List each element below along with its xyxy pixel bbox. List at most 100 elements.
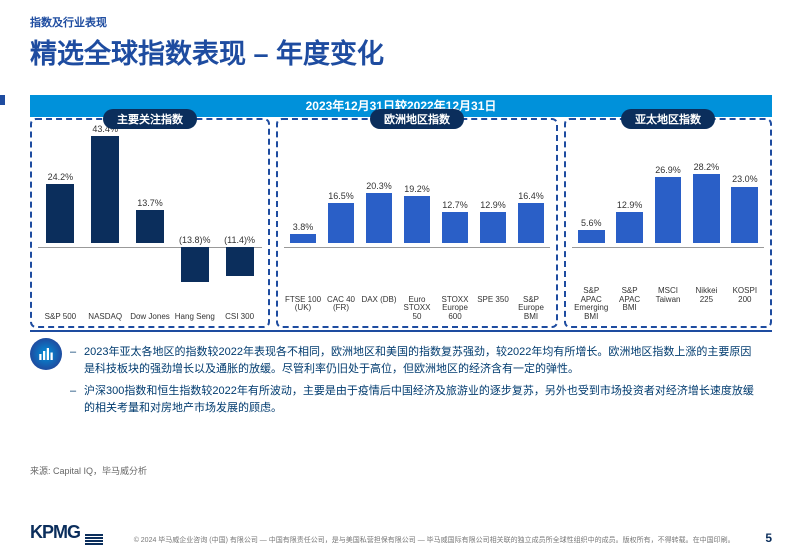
bar — [46, 184, 74, 244]
page-title: 精选全球指数表现 – 年度变化 — [30, 32, 384, 71]
bar-slot: (11.4)% — [217, 136, 262, 288]
bar-chart-icon — [37, 345, 55, 363]
bar-value-label: 5.6% — [581, 218, 602, 228]
bar-value-label: 20.3% — [366, 181, 392, 191]
bar-value-label: 26.9% — [655, 165, 681, 175]
x-axis-label: KOSPI 200 — [726, 287, 764, 322]
bar-value-label: 12.7% — [442, 200, 468, 210]
x-axis-label: STOXX Europe 600 — [436, 296, 474, 322]
bar-slot: 12.7% — [436, 136, 474, 288]
x-axis-labels: FTSE 100 (UK)CAC 40 (FR)DAX (DB)Euro STO… — [284, 296, 550, 322]
bar — [226, 247, 254, 275]
bar — [616, 212, 643, 244]
bar-slot: 12.9% — [474, 136, 512, 288]
bar — [181, 247, 209, 281]
x-axis-label: SPE 350 — [474, 296, 512, 322]
page-number: 5 — [765, 531, 772, 545]
panel-label: 欧洲地区指数 — [370, 109, 464, 129]
chart-panel: 主要关注指数24.2%43.4%13.7%(13.8)%(11.4)%S&P 5… — [30, 118, 270, 328]
commentary-icon — [30, 338, 62, 370]
bar — [731, 187, 758, 244]
bar — [578, 230, 605, 244]
bar-slot: 3.8% — [284, 136, 322, 288]
bar — [290, 234, 317, 243]
chart-row: 主要关注指数24.2%43.4%13.7%(13.8)%(11.4)%S&P 5… — [30, 118, 772, 328]
bar-value-label: 12.9% — [480, 200, 506, 210]
x-axis-label: Nikkei 225 — [687, 287, 725, 322]
chart-panel: 欧洲地区指数3.8%16.5%20.3%19.2%12.7%12.9%16.4%… — [276, 118, 558, 328]
x-axis-label: Hang Seng — [172, 313, 217, 322]
bar-slot: 12.9% — [610, 136, 648, 288]
x-axis-label: S&P APAC BMI — [610, 287, 648, 322]
x-axis-label: DAX (DB) — [360, 296, 398, 322]
chart-panel: 亚太地区指数5.6%12.9%26.9%28.2%23.0%S&P APAC E… — [564, 118, 772, 328]
bar — [366, 193, 393, 243]
section-divider — [30, 330, 772, 332]
x-axis-label: Euro STOXX 50 — [398, 296, 436, 322]
bar-value-label: 3.8% — [293, 222, 314, 232]
bar-value-label: (11.4)% — [224, 235, 255, 245]
bar-value-label: 12.9% — [617, 200, 643, 210]
bullet-dash-icon: – — [70, 344, 84, 377]
x-axis-label: Dow Jones — [128, 313, 173, 322]
bar-slot: 23.0% — [726, 136, 764, 288]
bar-value-label: 16.4% — [518, 191, 544, 201]
panel-label: 主要关注指数 — [103, 109, 197, 129]
left-stripe-decoration — [0, 95, 5, 105]
x-axis-labels: S&P 500NASDAQDow JonesHang SengCSI 300 — [38, 313, 262, 322]
bar-value-label: 28.2% — [694, 162, 720, 172]
bullet-dash-icon: – — [70, 383, 84, 416]
bar-slot: 24.2% — [38, 136, 83, 288]
x-axis-label: S&P APAC Emerging BMI — [572, 287, 610, 322]
commentary-bullets: –2023年亚太各地区的指数较2022年表现各不相同，欧洲地区和美国的指数复苏强… — [70, 344, 762, 422]
bar-slot: 26.9% — [649, 136, 687, 288]
kpmg-logo: KPMG — [30, 522, 103, 545]
bar-slot: 43.4% — [83, 136, 128, 288]
commentary-bullet: –2023年亚太各地区的指数较2022年表现各不相同，欧洲地区和美国的指数复苏强… — [70, 344, 762, 377]
panel-label: 亚太地区指数 — [621, 109, 715, 129]
bars-area: 5.6% 12.9% 26.9% 28.2% 23.0% — [572, 136, 764, 288]
bar — [480, 212, 507, 244]
bar-value-label: 19.2% — [404, 184, 430, 194]
x-axis-label: S&P Europe BMI — [512, 296, 550, 322]
bar-slot: 16.4% — [512, 136, 550, 288]
bar-slot: (13.8)% — [172, 136, 217, 288]
bullet-text: 2023年亚太各地区的指数较2022年表现各不相同，欧洲地区和美国的指数复苏强劲… — [84, 344, 762, 377]
bar-value-label: 23.0% — [732, 174, 758, 184]
bar-value-label: 24.2% — [48, 172, 74, 182]
bullet-text: 沪深300指数和恒生指数较2022年有所波动，主要是由于疫情后中国经济及旅游业的… — [84, 383, 762, 416]
bar-value-label: (13.8)% — [179, 235, 211, 245]
x-axis-label: NASDAQ — [83, 313, 128, 322]
x-axis-label: FTSE 100 (UK) — [284, 296, 322, 322]
x-axis-label: MSCI Taiwan — [649, 287, 687, 322]
x-axis-label: CAC 40 (FR) — [322, 296, 360, 322]
bar-slot: 13.7% — [128, 136, 173, 288]
x-axis-label: CSI 300 — [217, 313, 262, 322]
logo-text: KPMG — [30, 522, 80, 542]
bar — [404, 196, 431, 244]
x-axis-label: S&P 500 — [38, 313, 83, 322]
bars-area: 3.8% 16.5% 20.3% 19.2% 12.7% 12.9% 16.4% — [284, 136, 550, 288]
bar — [442, 212, 469, 243]
bar — [91, 136, 119, 243]
data-source: 来源: Capital IQ，毕马威分析 — [30, 464, 147, 477]
x-axis-labels: S&P APAC Emerging BMIS&P APAC BMIMSCI Ta… — [572, 287, 764, 322]
section-label: 指数及行业表现 — [30, 14, 107, 30]
bar-value-label: 13.7% — [137, 198, 163, 208]
copyright-text: © 2024 毕马威企业咨询 (中国) 有限公司 — 中国有限责任公司，是与美国… — [103, 536, 765, 545]
bars-area: 24.2% 43.4% 13.7% (13.8)% (11.4)% — [38, 136, 262, 288]
bar-slot: 5.6% — [572, 136, 610, 288]
bar-slot: 28.2% — [687, 136, 725, 288]
commentary-bullet: –沪深300指数和恒生指数较2022年有所波动，主要是由于疫情后中国经济及旅游业… — [70, 383, 762, 416]
bar-slot: 20.3% — [360, 136, 398, 288]
bar-slot: 16.5% — [322, 136, 360, 288]
bar-value-label: 16.5% — [328, 191, 354, 201]
page-footer: KPMG © 2024 毕马威企业咨询 (中国) 有限公司 — 中国有限责任公司… — [30, 522, 772, 545]
logo-stripes-icon — [85, 534, 103, 545]
bar — [655, 177, 682, 244]
bar — [136, 210, 164, 244]
bar — [328, 203, 355, 244]
bar-slot: 19.2% — [398, 136, 436, 288]
bar — [693, 174, 720, 244]
bar — [518, 203, 545, 244]
